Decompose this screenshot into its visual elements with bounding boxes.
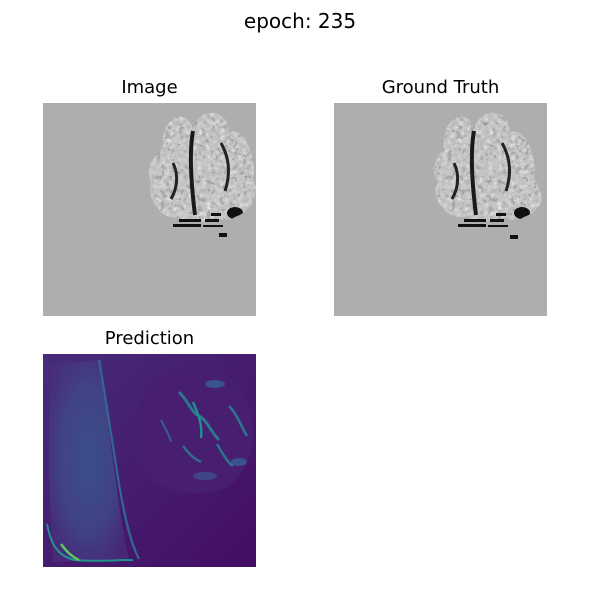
ground-truth-panel-title: Ground Truth	[381, 77, 500, 98]
lower-fragments	[173, 213, 227, 237]
prediction-heatmap	[43, 354, 256, 567]
image-panel	[43, 103, 256, 316]
brain-slice-image	[43, 103, 256, 316]
lower-fragments	[458, 213, 518, 239]
prediction-panel	[43, 354, 256, 567]
figure-title: epoch: 235	[243, 9, 357, 33]
ground-truth-panel	[334, 103, 547, 316]
prediction-panel-title: Prediction	[104, 328, 195, 349]
brain-slice-ground-truth	[334, 103, 547, 316]
image-panel-title: Image	[121, 77, 178, 98]
